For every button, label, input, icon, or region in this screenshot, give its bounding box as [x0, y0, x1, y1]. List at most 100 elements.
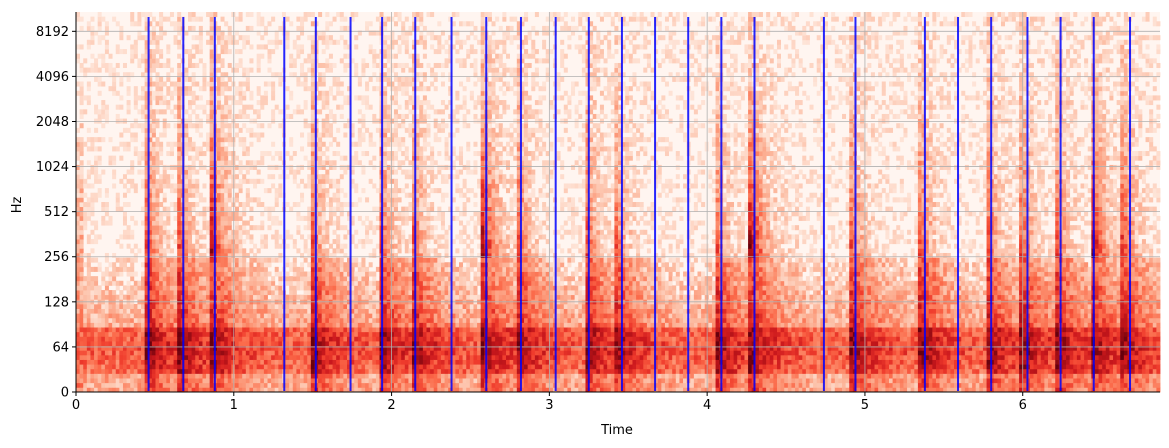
heatmap-cell — [245, 317, 250, 323]
heatmap-cell — [321, 350, 326, 356]
heatmap-cell — [184, 350, 189, 356]
heatmap-cell — [328, 160, 333, 166]
heatmap-cell — [368, 350, 373, 356]
heatmap-cell — [202, 317, 207, 323]
heatmap-cell — [321, 308, 326, 314]
heatmap-cell — [166, 211, 171, 217]
heatmap-cell — [216, 132, 221, 138]
heatmap-cell — [307, 336, 312, 342]
heatmap-cell — [328, 308, 333, 314]
heatmap-cell — [148, 104, 153, 110]
heatmap-cell — [292, 280, 297, 286]
heatmap-cell — [195, 95, 200, 101]
heatmap-cell — [162, 322, 167, 328]
heatmap-cell — [79, 266, 84, 272]
heatmap-cell — [162, 378, 167, 384]
heatmap-cell — [79, 206, 84, 212]
heatmap-cell — [242, 220, 247, 226]
heatmap-cell — [86, 331, 91, 337]
heatmap-cell — [173, 164, 178, 170]
heatmap-cell — [83, 206, 88, 212]
heatmap-cell — [188, 308, 193, 314]
heatmap-cell — [249, 234, 254, 240]
heatmap-cell — [151, 243, 156, 249]
heatmap-cell — [231, 276, 236, 282]
heatmap-cell — [260, 234, 265, 240]
heatmap-cell — [90, 169, 95, 175]
heatmap-cell — [256, 378, 261, 384]
heatmap-cell — [216, 220, 221, 226]
heatmap-cell — [339, 25, 344, 31]
heatmap-cell — [86, 202, 91, 208]
heatmap-cell — [188, 387, 193, 393]
heatmap-cell — [310, 127, 315, 133]
heatmap-cell — [289, 280, 294, 286]
heatmap-cell — [300, 368, 305, 374]
heatmap-cell — [133, 104, 138, 110]
heatmap-cell — [101, 276, 106, 282]
heatmap-cell — [397, 104, 402, 110]
heatmap-cell — [104, 317, 109, 323]
heatmap-cell — [289, 294, 294, 300]
heatmap-cell — [130, 132, 135, 138]
heatmap-cell — [372, 164, 377, 170]
heatmap-cell — [227, 285, 232, 291]
heatmap-cell — [249, 12, 254, 18]
heatmap-cell — [231, 12, 236, 18]
heatmap-cell — [354, 12, 359, 18]
heatmap-cell — [216, 239, 221, 245]
heatmap-cell — [195, 336, 200, 342]
heatmap-cell — [234, 345, 239, 351]
heatmap-cell — [361, 62, 366, 69]
heatmap-cell — [328, 123, 333, 129]
heatmap-cell — [169, 95, 174, 101]
heatmap-cell — [368, 345, 373, 351]
heatmap-cell — [375, 215, 380, 221]
heatmap-cell — [224, 197, 229, 203]
heatmap-cell — [336, 350, 341, 356]
heatmap-cell — [393, 354, 398, 360]
heatmap-cell — [296, 317, 301, 323]
heatmap-cell — [216, 183, 221, 189]
heatmap-cell — [151, 359, 156, 365]
heatmap-cell — [242, 266, 247, 272]
heatmap-cell — [148, 197, 153, 203]
heatmap-cell — [144, 271, 149, 277]
heatmap-cell — [195, 229, 200, 235]
heatmap-cell — [224, 220, 229, 226]
heatmap-cell — [104, 49, 109, 55]
heatmap-cell — [357, 313, 362, 319]
heatmap-cell — [361, 243, 366, 249]
heatmap-cell — [94, 345, 99, 351]
heatmap-cell — [274, 44, 279, 50]
heatmap-cell — [188, 164, 193, 170]
heatmap-cell — [162, 225, 167, 231]
heatmap-cell — [234, 252, 239, 259]
heatmap-cell — [101, 359, 106, 365]
heatmap-cell — [292, 266, 297, 272]
heatmap-cell — [303, 378, 308, 384]
heatmap-cell — [289, 331, 294, 337]
heatmap-cell — [383, 262, 388, 268]
heatmap-cell — [177, 151, 182, 157]
heatmap-cell — [144, 174, 149, 180]
heatmap-cell — [159, 243, 164, 249]
heatmap-cell — [289, 364, 294, 370]
heatmap-cell — [393, 382, 398, 388]
heatmap-cell — [372, 327, 377, 333]
heatmap-cell — [271, 303, 276, 309]
heatmap-cell — [292, 294, 297, 300]
heatmap-cell — [271, 373, 276, 379]
heatmap-cell — [86, 127, 91, 133]
heatmap-cell — [104, 308, 109, 314]
heatmap-cell — [151, 25, 156, 31]
heatmap-cell — [119, 280, 124, 286]
heatmap-cell — [155, 49, 160, 55]
heatmap-cell — [173, 39, 178, 45]
heatmap-cell — [375, 359, 380, 365]
heatmap-cell — [162, 132, 167, 138]
heatmap-cell — [206, 225, 211, 231]
heatmap-cell — [383, 123, 388, 129]
heatmap-cell — [339, 368, 344, 374]
heatmap-cell — [343, 341, 348, 347]
